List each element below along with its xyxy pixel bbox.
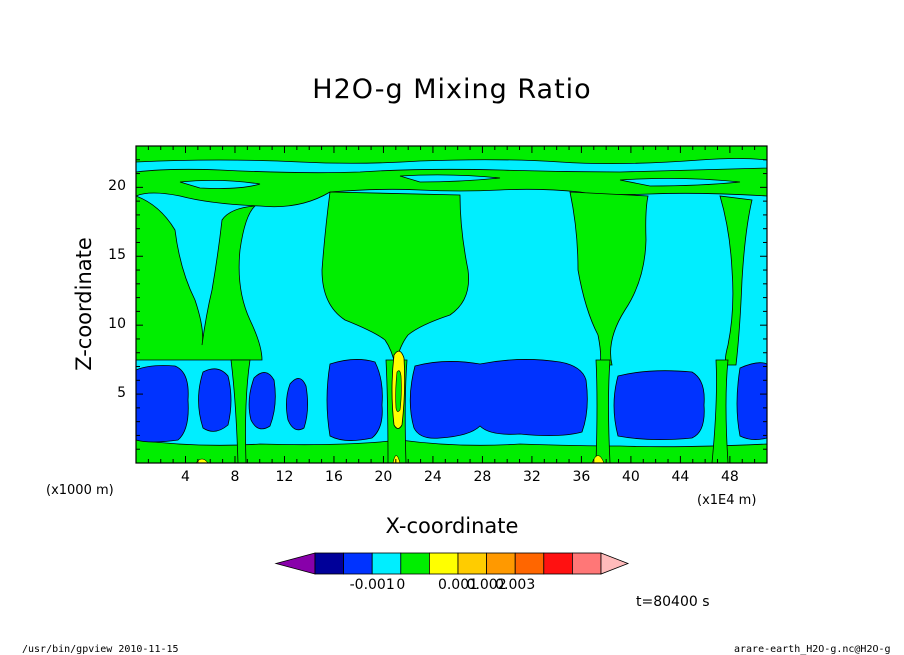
- upper-cyan-streak-2: [179, 180, 261, 189]
- colorbar-swatch: [514, 552, 545, 575]
- colorbar-swatch: [572, 552, 602, 575]
- plot-frame: [135, 145, 768, 464]
- colorbar-swatch: [371, 552, 402, 575]
- x-tick-label: 32: [522, 469, 541, 485]
- contour-field: [136, 146, 767, 463]
- footer-right: arare-earth_H2O-g.nc@H2O-g: [734, 644, 891, 655]
- y-tick-label: 5: [117, 385, 126, 402]
- x-scale-note: (x1E4 m): [697, 493, 757, 508]
- green-column-47: [711, 359, 729, 463]
- colorbar-swatch: [314, 552, 345, 575]
- x-axis-label: X-coordinate: [385, 514, 519, 538]
- x-tick-label: 20: [374, 469, 393, 485]
- x-unit-label: (x1000 m): [46, 483, 114, 498]
- green-column-8: [230, 359, 251, 463]
- colorbar-swatch: [343, 552, 373, 575]
- footer-left: /usr/bin/gpview 2010-11-15: [22, 644, 179, 655]
- colorbar-label: 0.001: [437, 577, 479, 593]
- x-tick-label: 48: [720, 469, 739, 485]
- green-plume-1: [136, 195, 263, 361]
- green-column-37: [595, 359, 611, 463]
- colorbar-swatch: [543, 552, 573, 575]
- x-tick-label: 8: [230, 469, 240, 485]
- x-tick-label: 36: [572, 469, 591, 485]
- axis-ticks: [136, 146, 767, 463]
- y-tick-label: 15: [108, 247, 126, 264]
- colorbar-label: 0: [396, 577, 406, 593]
- colorbar-swatch: [400, 552, 430, 575]
- x-tick-label: 24: [424, 469, 442, 485]
- colorbar-swatch: [457, 552, 488, 575]
- colorbar-label: 0.003: [495, 577, 536, 593]
- x-tick-label: 40: [621, 469, 640, 485]
- upper-cyan-streak-3: [619, 178, 741, 187]
- x-tick-label: 4: [181, 469, 190, 485]
- colorbar-label: 0.002: [466, 577, 507, 593]
- dark-blue-cells: [136, 359, 767, 443]
- colorbar-swatch: [486, 552, 516, 575]
- colorbar-label: -0.001: [349, 577, 395, 593]
- time-label: t=80400 s: [636, 594, 710, 610]
- chart-title: H2O-g Mixing Ratio: [312, 74, 592, 105]
- x-tick-label: 12: [275, 469, 294, 485]
- green-inner-core: [395, 370, 402, 412]
- y-tick-label: 10: [108, 316, 126, 333]
- x-tick-label: 44: [671, 469, 690, 485]
- x-tick-label: 16: [325, 469, 343, 485]
- colorbar-swatch: [428, 552, 459, 575]
- x-tick-label: 28: [473, 469, 492, 485]
- colorbar-right-arrow: [600, 552, 630, 575]
- upper-cyan-streak-4: [399, 174, 501, 183]
- colorbar-left-arrow: [274, 552, 316, 575]
- y-tick-label: 20: [108, 178, 126, 195]
